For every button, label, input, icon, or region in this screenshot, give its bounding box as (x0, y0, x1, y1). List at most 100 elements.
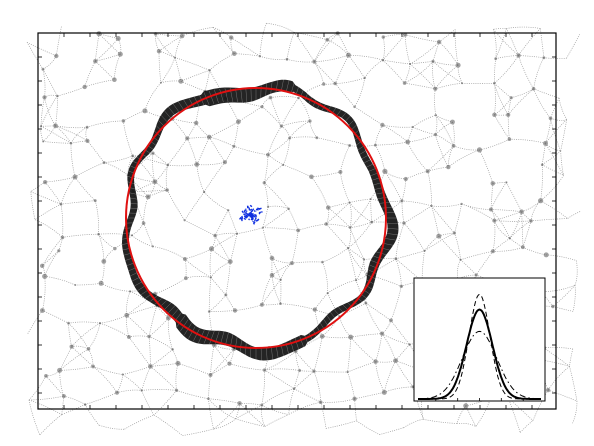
ring-hatch (124, 186, 139, 191)
cell-junction (260, 105, 264, 109)
ring-hatch (265, 82, 267, 97)
cell-junction (399, 284, 403, 288)
ring-hatch (208, 90, 215, 105)
cell-junction (380, 122, 385, 128)
cell-junction (115, 36, 121, 41)
ring-hatch (149, 134, 161, 144)
cell-junction (43, 180, 48, 185)
cell-junction (235, 232, 239, 235)
cell-junction (175, 360, 181, 366)
cell-junction (507, 137, 512, 141)
cell-junction (237, 401, 242, 406)
cell-junction (117, 51, 123, 57)
inset-ticks (435, 398, 524, 401)
inset-curve-solid (418, 308, 541, 400)
inset-panel (413, 277, 546, 402)
ring-hatch (176, 315, 186, 327)
cell-junction (236, 119, 241, 125)
cell-junction (493, 81, 496, 85)
cell-junction (184, 276, 188, 281)
ring-hatch (383, 237, 398, 241)
cell-junction (425, 169, 430, 174)
center-cluster (239, 204, 263, 225)
cell-junction (364, 301, 368, 305)
cell-junction (258, 55, 262, 58)
cell-junction (178, 78, 184, 84)
inset-curve-dash-dot (418, 330, 541, 400)
ring-hatch (348, 122, 360, 133)
cell-junction (282, 163, 285, 166)
cell-junction (348, 226, 352, 229)
center-cluster-stroke (254, 214, 257, 217)
cell-junction (206, 134, 212, 140)
cell-junction (312, 369, 316, 373)
center-cluster-stroke (249, 204, 253, 208)
cell-junction (538, 198, 544, 204)
cell-junction (450, 119, 455, 125)
ring-hatch (166, 105, 176, 117)
ring-hatch (373, 191, 388, 195)
ring-hatch (144, 143, 157, 152)
cell-junction (179, 33, 185, 39)
cell-junction (83, 403, 87, 406)
cell-junction (128, 290, 132, 293)
center-cluster-stroke (249, 212, 253, 216)
cell-junction (460, 202, 463, 206)
cell-junction (140, 389, 143, 392)
cell-junction (431, 59, 435, 64)
cell-junction (159, 81, 162, 84)
cell-junction (40, 263, 45, 268)
ring-hatch (327, 309, 337, 321)
cell-junction (166, 315, 171, 321)
cell-junction (74, 284, 77, 286)
ring-hatch (126, 164, 140, 171)
ring-hatch (368, 259, 383, 265)
cell-junction (352, 396, 357, 401)
ring-hatch (188, 326, 196, 339)
ring-hatch (382, 212, 397, 214)
ring-hatch (122, 222, 137, 224)
ring-hatch (353, 295, 366, 305)
cell-junction (543, 252, 549, 258)
ring-hatch (372, 186, 386, 191)
cell-junction (354, 279, 358, 282)
cell-junction (381, 35, 385, 39)
center-cluster-stroke (249, 214, 252, 217)
cell-junction (148, 364, 153, 369)
cell-junction (312, 59, 317, 64)
cell-junction (411, 125, 414, 129)
ring-hatch (318, 319, 326, 332)
cell-junction (373, 143, 377, 147)
cell-junction (436, 39, 442, 45)
cell-junction (269, 255, 275, 261)
deformed-ring (118, 78, 401, 362)
cell-junction (423, 249, 426, 252)
cell-junction (166, 163, 170, 167)
cell-junction (207, 397, 210, 401)
ring-hatch (310, 96, 318, 110)
cell-junction (309, 174, 314, 180)
cell-junction (131, 154, 135, 158)
cell-junction (370, 220, 374, 224)
cell-junction (259, 302, 264, 307)
cell-junction (209, 276, 212, 279)
cell-junction (353, 105, 356, 109)
ring-hatch (375, 196, 390, 200)
cell-junction (297, 96, 300, 100)
cell-junction (60, 235, 65, 240)
center-cluster-stroke (243, 210, 246, 213)
ring-hatch (275, 79, 279, 94)
cell-junction (489, 207, 493, 212)
cell-junction (531, 87, 536, 91)
ring-hatch (353, 138, 365, 148)
ring-hatch (129, 159, 143, 166)
ring-hatch (239, 338, 242, 353)
cell-junction (112, 77, 117, 82)
cell-junction (348, 144, 352, 147)
cell-junction (121, 373, 124, 376)
cell-junction (69, 344, 74, 349)
ring-hatch (298, 334, 305, 349)
cell-junction (325, 37, 330, 42)
cell-junction (548, 116, 553, 121)
cell-junction (490, 181, 496, 186)
